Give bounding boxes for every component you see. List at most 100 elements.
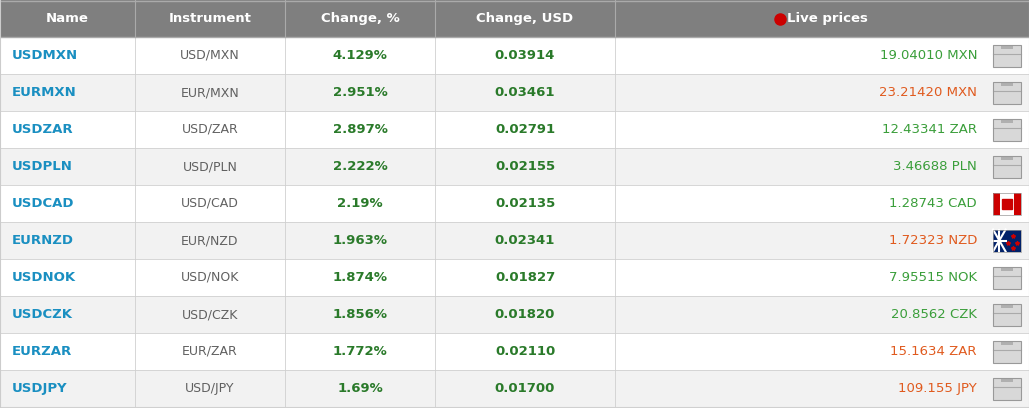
Bar [435,0,615,37]
Bar [993,118,1021,140]
Bar [993,266,1021,288]
Text: USDZAR: USDZAR [12,123,74,136]
Text: Name: Name [46,12,88,25]
Bar [1000,155,1014,160]
Text: USDPLN: USDPLN [12,160,73,173]
Text: 3.46688 PLN: 3.46688 PLN [893,160,977,173]
Text: 1.772%: 1.772% [332,345,387,358]
Text: 2.951%: 2.951% [332,86,387,99]
Text: 19.04010 MXN: 19.04010 MXN [880,49,977,62]
Text: 7.95515 NOK: 7.95515 NOK [889,271,977,284]
Text: USDCAD: USDCAD [12,197,74,210]
Text: 4.129%: 4.129% [332,49,388,62]
Bar [993,229,1021,251]
Text: 0.01827: 0.01827 [495,271,555,284]
Text: USD/CAD: USD/CAD [181,197,239,210]
Text: EUR/NZD: EUR/NZD [181,234,239,247]
Text: Instrument: Instrument [169,12,251,25]
Bar [993,82,1021,104]
Bar [993,193,1000,215]
Bar [0,37,1029,74]
Text: 0.03914: 0.03914 [495,49,556,62]
Text: 2.222%: 2.222% [332,160,387,173]
Text: 0.01700: 0.01700 [495,382,556,395]
Text: USDMXN: USDMXN [12,49,78,62]
Bar [1014,193,1021,215]
Bar [0,333,1029,370]
Text: EURNZD: EURNZD [12,234,74,247]
Bar [0,185,1029,222]
Text: 2.897%: 2.897% [332,123,388,136]
Text: 1.856%: 1.856% [332,308,388,321]
Bar [993,44,1021,67]
Text: 0.02110: 0.02110 [495,345,555,358]
Text: 12.43341 ZAR: 12.43341 ZAR [882,123,977,136]
Text: 0.03461: 0.03461 [495,86,556,99]
Bar [1000,193,1014,215]
Bar [285,0,435,37]
Text: EUR/ZAR: EUR/ZAR [182,345,238,358]
Bar [993,155,1021,177]
Bar [0,259,1029,296]
Bar [0,148,1029,185]
Text: USD/MXN: USD/MXN [180,49,240,62]
Bar [1000,44,1014,49]
Text: Change, USD: Change, USD [476,12,573,25]
Bar [993,304,1021,326]
Text: USD/PLN: USD/PLN [182,160,238,173]
Bar [1000,82,1014,86]
Bar [0,370,1029,407]
Text: USDJPY: USDJPY [12,382,68,395]
Text: 0.02791: 0.02791 [495,123,555,136]
Text: USD/JPY: USD/JPY [185,382,235,395]
Text: 0.02341: 0.02341 [495,234,556,247]
Text: USD/ZAR: USD/ZAR [182,123,239,136]
Bar [615,0,1029,37]
Text: EUR/MXN: EUR/MXN [181,86,240,99]
Bar [993,341,1021,362]
Bar [993,155,1021,177]
Bar [0,296,1029,333]
Text: 15.1634 ZAR: 15.1634 ZAR [890,345,977,358]
Bar [993,82,1021,104]
Bar [135,0,285,37]
Bar [0,74,1029,111]
Bar [993,193,1021,215]
Text: USD/CZK: USD/CZK [182,308,238,321]
Bar [993,341,1021,362]
Text: 1.69%: 1.69% [338,382,383,395]
Text: Live prices: Live prices [786,12,867,25]
Text: 109.155 JPY: 109.155 JPY [898,382,977,395]
Bar [993,118,1021,140]
Text: Change, %: Change, % [321,12,399,25]
Bar [0,111,1029,148]
Text: 0.02155: 0.02155 [495,160,555,173]
Bar [993,377,1021,399]
Bar [0,0,135,37]
Text: EURMXN: EURMXN [12,86,77,99]
Bar [993,266,1021,288]
Bar [1000,266,1014,271]
Text: 1.28743 CAD: 1.28743 CAD [889,197,977,210]
Bar [1000,377,1014,382]
Text: USDNOK: USDNOK [12,271,76,284]
Text: 1.874%: 1.874% [332,271,388,284]
Bar [993,304,1021,326]
Text: 1.72323 NZD: 1.72323 NZD [889,234,977,247]
Text: 0.01820: 0.01820 [495,308,556,321]
Bar [993,44,1021,67]
Text: 2.19%: 2.19% [338,197,383,210]
Text: 20.8562 CZK: 20.8562 CZK [891,308,977,321]
Text: 0.02135: 0.02135 [495,197,555,210]
Text: 23.21420 MXN: 23.21420 MXN [879,86,977,99]
Bar [1000,304,1014,308]
Text: 1.963%: 1.963% [332,234,388,247]
Text: USDCZK: USDCZK [12,308,73,321]
Bar [0,222,1029,259]
Bar [1000,341,1014,345]
Text: USD/NOK: USD/NOK [181,271,239,284]
Bar [1000,118,1014,123]
Text: EURZAR: EURZAR [12,345,72,358]
Bar [993,377,1021,399]
Bar [993,229,1021,251]
